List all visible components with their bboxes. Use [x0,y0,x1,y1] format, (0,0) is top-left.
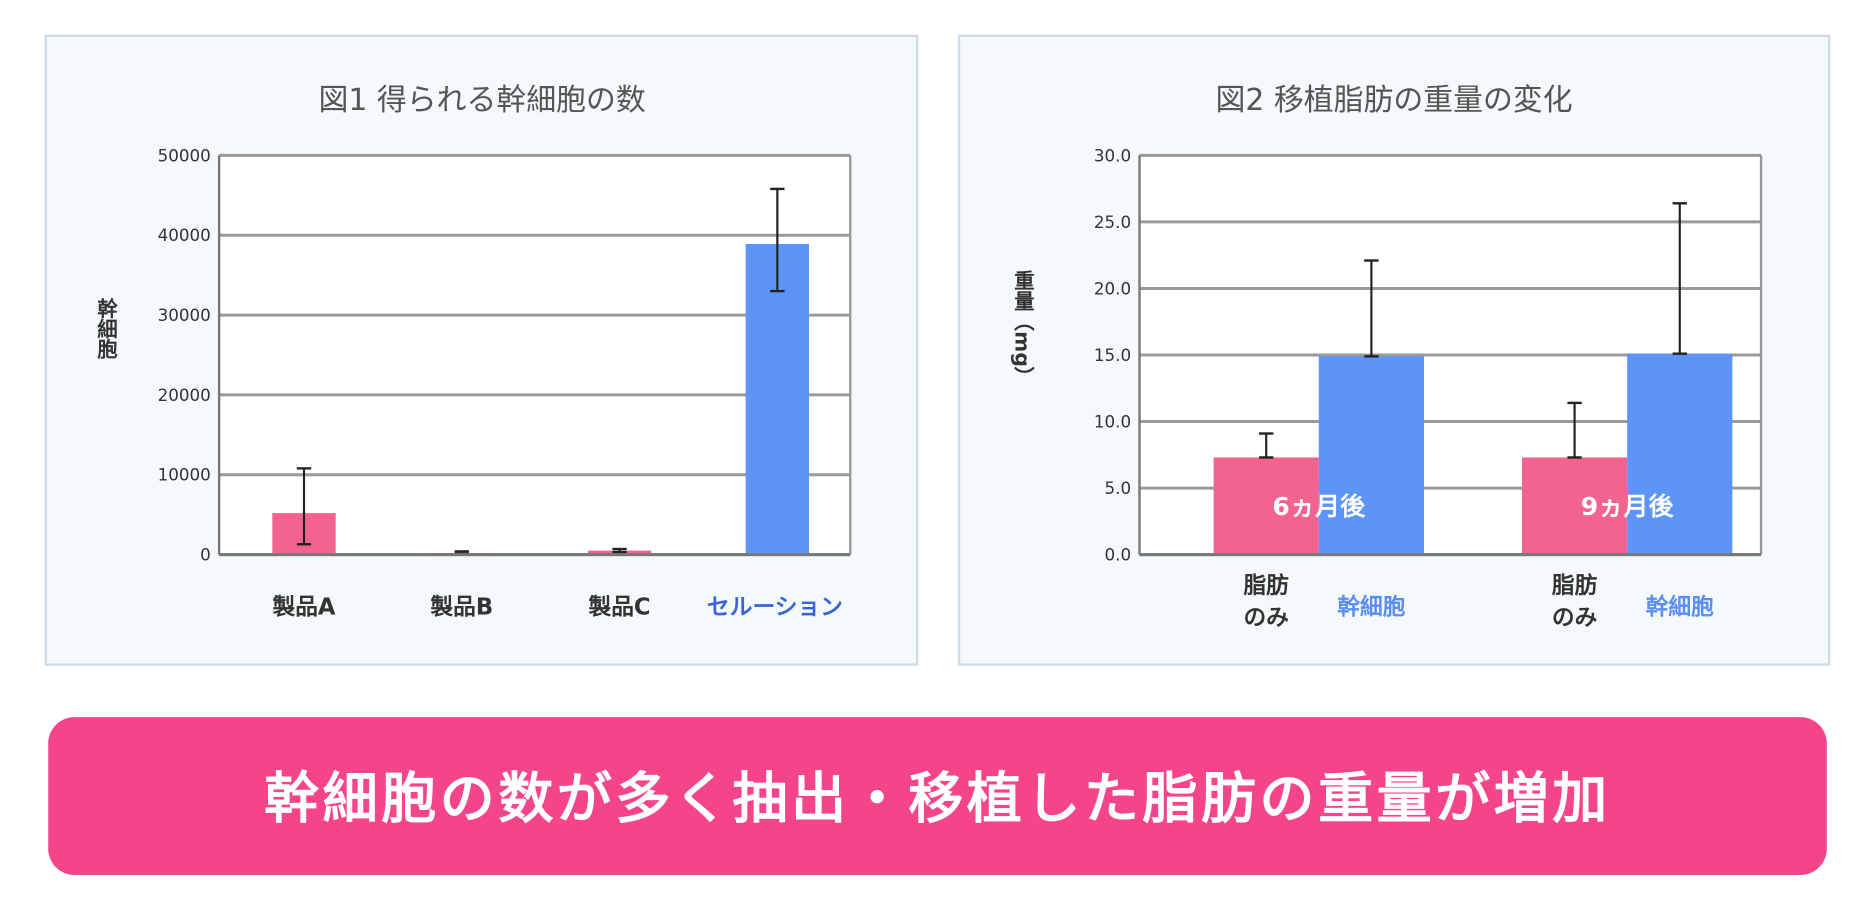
chart2-ytick-label: 20.0 [1094,278,1131,298]
chart2-ytick-label: 10.0 [1094,412,1131,432]
chart1-ytick-label: 30000 [158,305,211,325]
chart2-ytick-label: 0.0 [1105,545,1132,565]
chart2-bar [1627,353,1733,555]
chart2-bar-label-line: のみ [1552,605,1598,631]
summary-banner [48,717,1827,875]
chart2-group-label: 9ヵ月後 [1581,492,1675,521]
chart2-ytick-label: 5.0 [1105,478,1132,498]
chart1-category-label: 製品C [588,593,651,620]
chart1-ytick-label: 20000 [158,385,211,405]
chart2-bar-label: 幹細胞 [1646,593,1714,620]
chart2-ytick-label: 30.0 [1094,145,1131,165]
chart1-plot-area [219,155,851,555]
chart2-bar-label: 幹細胞 [1337,593,1405,620]
chart2-bar-label-line: のみ [1243,605,1289,631]
chart1-ytick-label: 40000 [158,225,211,245]
chart1-ytick-label: 50000 [158,145,211,165]
chart1-ytick-label: 0 [200,545,211,565]
chart2-ytick-label: 25.0 [1094,212,1131,232]
chart2-bar [1318,356,1424,555]
chart2-y-axis-label: 重量（mg） [1010,270,1034,387]
chart1-title: 図1 得られる幹細胞の数 [318,83,645,118]
chart1-ytick-label: 10000 [158,465,211,485]
chart2-bar [1213,457,1319,555]
chart2-bar-label-line: 脂肪 [1552,572,1598,599]
chart1-category-label: 製品B [429,593,493,620]
chart2-bar [1521,457,1628,555]
chart2-title: 図2 移植脂肪の重量の変化 [1216,83,1573,118]
chart2-group-label: 6ヵ月後 [1272,492,1366,521]
summary-banner-text: 幹細胞の数が多く抽出・移植した脂肪の重量が増加 [264,767,1611,831]
chart2-bar-label-line: 脂肪 [1243,572,1289,599]
chart1-bar [745,244,810,555]
chart1-y-axis-label: 幹細胞 [94,297,118,360]
chart2-ytick-label: 15.0 [1094,345,1131,365]
chart1-category-label: 製品A [272,593,336,620]
chart1-category-label: セルーション [707,594,843,620]
